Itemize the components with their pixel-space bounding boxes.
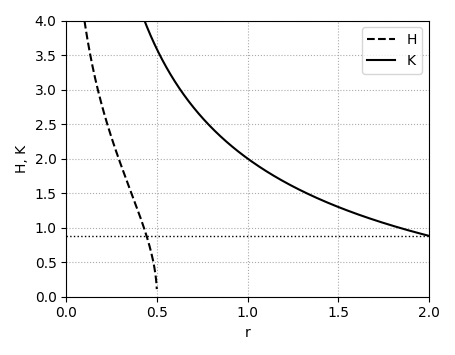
H (119, 165, 124, 169)
Line: K: K (70, 0, 429, 236)
Line: H: H (70, 0, 157, 289)
K (233, 147, 238, 151)
K (350, 211, 355, 215)
H (138, 218, 144, 222)
H (108, 135, 114, 139)
H (114, 152, 120, 156)
Legend: H, K: H, K (362, 27, 422, 73)
H (152, 267, 157, 272)
Y-axis label: H, K: H, K (15, 144, 29, 173)
H (154, 287, 160, 291)
K (426, 234, 432, 238)
K (416, 231, 421, 235)
X-axis label: r: r (245, 326, 251, 340)
K (416, 231, 421, 235)
K (242, 154, 247, 158)
H (109, 136, 114, 140)
